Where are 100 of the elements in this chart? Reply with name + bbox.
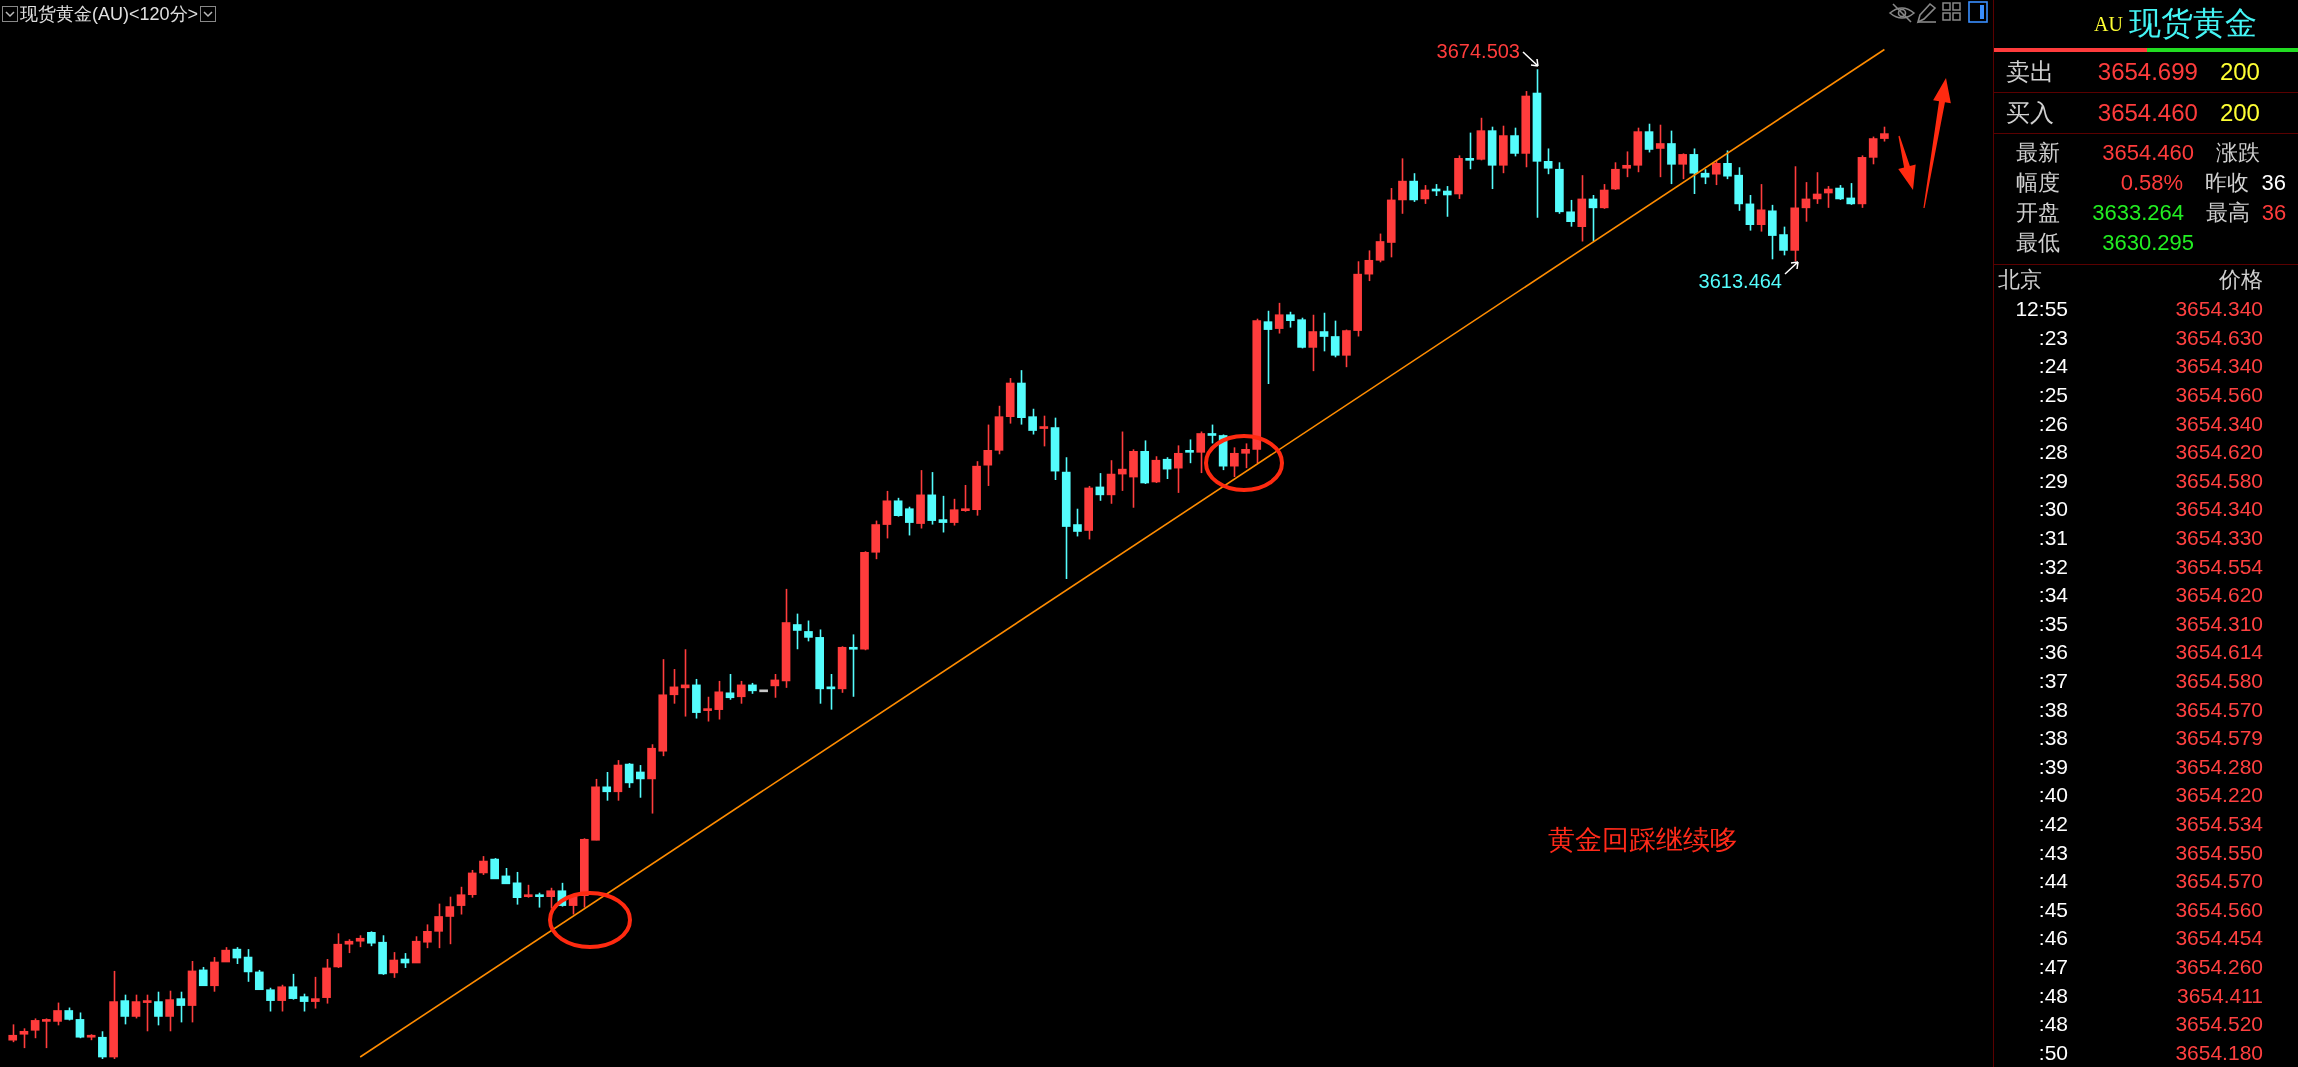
text: 3654.534 [2175,811,2263,836]
candlestick [1599,183,1609,210]
candlestick [1566,199,1575,228]
candlestick [725,673,735,701]
text: :42 [2037,811,2068,836]
text: :25 [2037,383,2068,408]
text: :23 [2037,325,2068,350]
candlestick [949,498,959,527]
text: :31 [2037,526,2068,551]
candlestick [142,993,152,1033]
text: 3654.340 [2175,411,2263,436]
candlestick [636,764,645,799]
candlestick [1723,149,1732,180]
candlestick [1330,319,1340,359]
text: AU [2094,12,2123,36]
text: :35 [2037,611,2068,636]
text: 3654.580 [2175,669,2263,694]
candlestick [198,966,208,987]
text: :40 [2037,783,2068,808]
candlestick [736,680,746,705]
candlestick [1824,185,1833,209]
text: 200 [2219,58,2261,86]
candlestick [1151,455,1161,484]
candlestick [1756,183,1766,233]
candlestick [30,1017,40,1040]
text: :48 [2037,1012,2068,1037]
candlestick [1611,161,1620,191]
text: :47 [2037,954,2068,979]
candlestick [961,484,970,513]
text: 3654.330 [2175,526,2263,551]
candlestick [1241,442,1250,469]
candlestick [1510,126,1519,158]
text: :36 [2037,640,2068,665]
text: :39 [2037,754,2068,779]
candlestick [266,986,275,1013]
candlestick [1689,147,1699,195]
candlestick [176,990,186,1024]
text: :50 [2037,1040,2068,1065]
candlestick [389,951,399,979]
candlestick [1028,407,1037,436]
text: 200 [2219,99,2261,127]
candlestick [1308,313,1318,372]
text: :24 [2037,354,2068,379]
candlestick [1106,459,1116,505]
candlestick [411,935,421,964]
text: 3654.620 [2175,583,2263,608]
candlestick [131,993,141,1020]
candlestick [848,633,858,698]
candlestick [288,973,298,1001]
candlestick [1644,122,1654,154]
annotation: 黄金回踩继续哆 [1548,824,1737,857]
candlestick [333,932,343,969]
candlestick [1398,157,1407,215]
candlestick [624,762,634,789]
candlestick [42,1017,51,1049]
text: 开盘 [2016,199,2061,227]
text: 3654.554 [2175,554,2263,579]
text: 3654.310 [2175,611,2263,636]
candlestick [467,869,477,899]
text: 卖出 [2006,57,2055,87]
candlestick [983,423,993,487]
candlestick [277,983,287,1013]
candlestick [792,612,802,651]
text: 3654.620 [2175,440,2263,465]
candlestick [714,680,724,721]
text: :45 [2037,897,2068,922]
text: 3654.460 [2101,140,2194,166]
candlestick [1196,430,1206,474]
text: :26 [2037,411,2068,436]
text: 最低 [2016,229,2061,257]
text: :43 [2037,840,2068,865]
text: 昨收 [2205,169,2251,197]
text: 3654.180 [2175,1040,2263,1065]
candlestick [456,885,466,916]
text: 3654.411 [2176,983,2263,1008]
text: 3654.580 [2175,468,2263,493]
annotation: 3613.464 [1698,270,1782,293]
text: 3654.454 [2175,926,2263,951]
text: 3654.340 [2175,297,2263,322]
text: 3654.340 [2175,354,2263,379]
candlestick [490,857,499,880]
candlestick [1409,172,1419,203]
text: 3654.560 [2175,897,2263,922]
text: 3654.220 [2175,783,2263,808]
text: 12:55 [2014,297,2068,322]
text: :29 [2037,468,2068,493]
candlestick [243,948,253,983]
candlestick [75,1011,85,1040]
candlestick [423,923,432,949]
candlestick [1711,159,1721,186]
text: 3654.550 [2175,840,2263,865]
candlestick [1173,444,1183,494]
candlestick [1319,311,1329,353]
candlestick [1543,147,1553,175]
candlestick [1230,446,1239,478]
candlestick [165,989,174,1033]
text: 3633.264 [2092,200,2185,226]
text: 36 [2261,170,2287,196]
text: 最高 [2206,199,2251,227]
candlestick [311,976,320,1010]
